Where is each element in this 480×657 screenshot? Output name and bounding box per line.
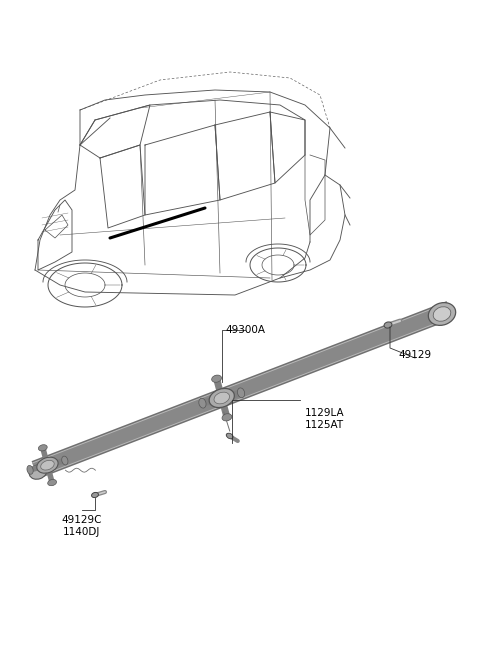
Ellipse shape [214, 392, 229, 404]
Ellipse shape [384, 322, 392, 328]
Ellipse shape [428, 303, 456, 325]
Polygon shape [33, 304, 453, 476]
Ellipse shape [222, 414, 232, 421]
Ellipse shape [38, 445, 47, 451]
Ellipse shape [27, 465, 33, 474]
Text: 49300A: 49300A [225, 325, 265, 335]
Ellipse shape [92, 492, 98, 497]
Text: 49129: 49129 [398, 350, 432, 360]
Text: 1129LA: 1129LA [305, 408, 345, 418]
Text: 49129C: 49129C [62, 515, 102, 525]
Ellipse shape [209, 388, 234, 407]
Ellipse shape [37, 457, 58, 473]
Polygon shape [32, 302, 453, 478]
Polygon shape [32, 301, 454, 479]
Ellipse shape [199, 398, 206, 408]
Ellipse shape [29, 464, 47, 479]
Ellipse shape [433, 307, 451, 321]
Ellipse shape [238, 388, 245, 397]
Text: 1140DJ: 1140DJ [63, 527, 101, 537]
Ellipse shape [62, 456, 68, 465]
Polygon shape [35, 309, 450, 470]
Ellipse shape [212, 375, 221, 382]
Ellipse shape [227, 433, 233, 439]
Text: 1125AT: 1125AT [305, 420, 344, 430]
Ellipse shape [48, 480, 57, 486]
Ellipse shape [41, 461, 54, 470]
